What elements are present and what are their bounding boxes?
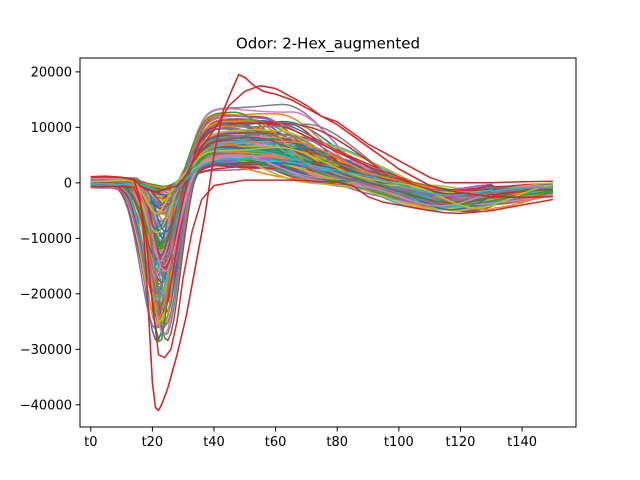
envelope-series-line [90, 84, 553, 192]
x-tick-label: t100 [384, 435, 414, 450]
x-tick-label: t0 [84, 435, 97, 450]
series-line [90, 123, 553, 310]
series-layer [90, 73, 554, 412]
plot-border [79, 57, 577, 428]
y-tick-label: −30000 [20, 343, 72, 358]
highlight-series-line [90, 73, 553, 412]
tick-layer: t0 t20 t40 t60 t80 t100 t120 t140 −40000 −30000 −2… [20, 65, 537, 450]
envelope-series-line [90, 179, 554, 359]
series-line [90, 119, 553, 316]
y-tick-label: 20000 [31, 65, 72, 80]
series-line [90, 156, 554, 267]
x-tick-label: t20 [142, 435, 164, 450]
x-tick-label: t40 [203, 435, 225, 450]
y-tick-label: 0 [64, 176, 72, 191]
y-tick-label: −10000 [20, 232, 72, 247]
x-tick-label: t120 [446, 435, 476, 450]
series-line [90, 146, 554, 215]
y-tick-label: −20000 [20, 287, 72, 302]
y-tick-label: −40000 [20, 398, 72, 413]
x-tick-label: t80 [326, 435, 348, 450]
series-line [90, 140, 553, 215]
x-tick-label: t60 [265, 435, 287, 450]
y-tick-label: 10000 [31, 121, 72, 136]
x-tick-label: t140 [507, 435, 537, 450]
chart-title: Odor: 2-Hex_augmented [236, 35, 420, 54]
series-line [90, 136, 553, 261]
